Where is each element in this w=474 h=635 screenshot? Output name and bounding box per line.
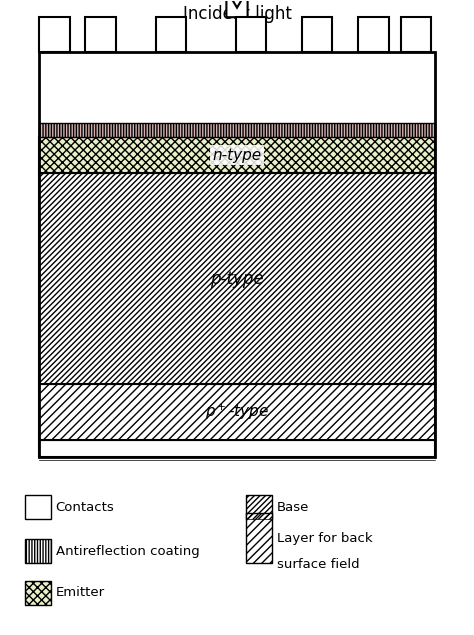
- Bar: [39, 17, 70, 52]
- Bar: [246, 495, 273, 519]
- Bar: [39, 123, 435, 137]
- Bar: [246, 495, 273, 519]
- Text: Emitter: Emitter: [55, 586, 105, 599]
- Bar: [25, 539, 51, 563]
- Bar: [39, 441, 435, 457]
- Bar: [25, 539, 51, 563]
- Bar: [39, 173, 435, 384]
- Text: n-type: n-type: [212, 148, 262, 163]
- Bar: [401, 17, 431, 52]
- Text: p$^+$-type: p$^+$-type: [205, 402, 269, 422]
- Bar: [39, 137, 435, 173]
- Bar: [85, 17, 116, 52]
- Bar: [25, 580, 51, 605]
- Text: Contacts: Contacts: [55, 500, 114, 514]
- Bar: [156, 17, 186, 52]
- Bar: [246, 513, 273, 563]
- Bar: [39, 52, 435, 457]
- Bar: [39, 123, 435, 137]
- Bar: [236, 17, 266, 52]
- Text: p-type: p-type: [210, 269, 264, 288]
- Text: surface field: surface field: [277, 558, 360, 571]
- Bar: [302, 17, 332, 52]
- Text: Incident light: Incident light: [182, 4, 292, 23]
- Bar: [25, 495, 51, 519]
- Bar: [358, 17, 389, 52]
- Polygon shape: [211, 0, 263, 17]
- Bar: [25, 580, 51, 605]
- Bar: [246, 513, 273, 563]
- Bar: [39, 384, 435, 441]
- Text: Base: Base: [277, 500, 310, 514]
- Text: Layer for back: Layer for back: [277, 531, 373, 545]
- Bar: [39, 173, 435, 384]
- Bar: [39, 137, 435, 173]
- Bar: [39, 384, 435, 441]
- Text: Antireflection coating: Antireflection coating: [55, 545, 200, 558]
